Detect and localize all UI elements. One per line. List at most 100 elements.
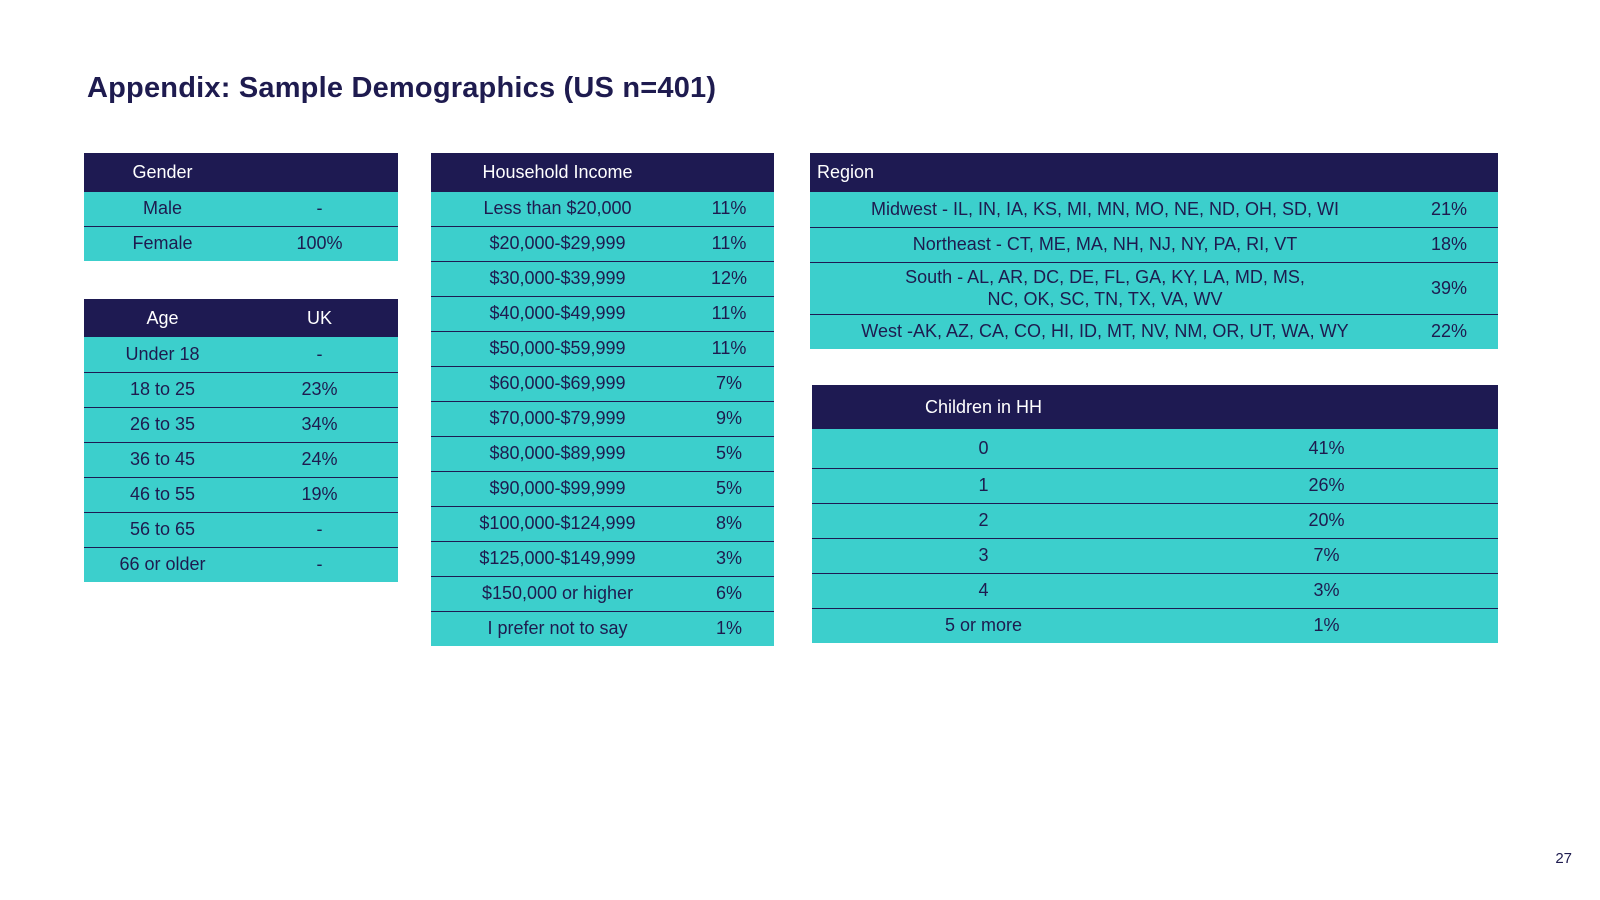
row-label: 18 to 25	[84, 371, 241, 407]
gender-header-label: Gender	[84, 153, 241, 192]
row-label: $20,000-$29,999	[431, 225, 684, 261]
table-row: $100,000-$124,999 8%	[431, 505, 774, 541]
row-label-line-1: South - AL, AR, DC, DE, FL, GA, KY, LA, …	[905, 267, 1305, 287]
row-label: 26 to 35	[84, 406, 241, 442]
row-value: 41%	[1155, 429, 1498, 468]
row-value: 7%	[684, 365, 774, 401]
table-row: $40,000-$49,999 11%	[431, 295, 774, 331]
table-row: 1 26%	[812, 467, 1498, 503]
table-row: 18 to 25 23%	[84, 371, 398, 407]
page-title: Appendix: Sample Demographics (US n=401)	[87, 72, 717, 104]
table-row: Under 18-	[84, 337, 398, 372]
row-label: Under 18	[84, 337, 241, 372]
age-table: Age UK Under 18- 18 to 25 23% 26 to 35 34%…	[84, 299, 398, 582]
row-value: -	[241, 337, 398, 372]
row-label: 36 to 45	[84, 441, 241, 477]
table-row: $150,000 or higher 6%	[431, 575, 774, 611]
row-label: West -AK, AZ, CA, CO, HI, ID, MT, NV, NM…	[810, 313, 1400, 349]
table-row: 26 to 35 34%	[84, 406, 398, 442]
table-row: $80,000-$89,999 5%	[431, 435, 774, 471]
row-value: 3%	[1155, 572, 1498, 608]
row-label: 5 or more	[812, 607, 1155, 643]
table-row: $30,000-$39,999 12%	[431, 260, 774, 296]
row-value: 6%	[684, 575, 774, 611]
children-table: Children in HH 0 41% 1 26% 2 20% 3 7% 4 3% 5 …	[812, 385, 1498, 643]
row-value: 39%	[1400, 261, 1498, 314]
row-value: 11%	[684, 192, 774, 226]
table-row: 46 to 55 19%	[84, 476, 398, 512]
row-value: 21%	[1400, 192, 1498, 227]
row-value: 23%	[241, 371, 398, 407]
age-header-value: UK	[241, 299, 398, 337]
row-label: 1	[812, 467, 1155, 503]
region-header-label: Region	[810, 153, 1400, 192]
table-header-row: Gender	[84, 153, 398, 192]
row-label: South - AL, AR, DC, DE, FL, GA, KY, LA, …	[810, 261, 1400, 314]
table-row: Northeast - CT, ME, MA, NH, NJ, NY, PA, …	[810, 226, 1498, 262]
table-row: 56 to 65-	[84, 511, 398, 547]
table-row: 3 7%	[812, 537, 1498, 573]
row-value: 5%	[684, 435, 774, 471]
row-value: 100%	[241, 225, 398, 261]
row-value: 8%	[684, 505, 774, 541]
row-label: $70,000-$79,999	[431, 400, 684, 436]
row-value: 3%	[684, 540, 774, 576]
row-label: I prefer not to say	[431, 610, 684, 646]
income-header-label: Household Income	[431, 153, 684, 192]
table-header-row: Children in HH	[812, 385, 1498, 429]
table-row: 4 3%	[812, 572, 1498, 608]
gender-header-value	[241, 153, 398, 192]
row-label: Northeast - CT, ME, MA, NH, NJ, NY, PA, …	[810, 226, 1400, 262]
table-row: 36 to 45 24%	[84, 441, 398, 477]
row-label: $30,000-$39,999	[431, 260, 684, 296]
table-row: Male -	[84, 192, 398, 226]
table-row: 5 or more 1%	[812, 607, 1498, 643]
children-header-label: Children in HH	[812, 385, 1155, 429]
row-label: $40,000-$49,999	[431, 295, 684, 331]
row-value: 18%	[1400, 226, 1498, 262]
row-value: 11%	[684, 330, 774, 366]
region-header-value	[1400, 153, 1498, 192]
table-row: $60,000-$69,999 7%	[431, 365, 774, 401]
household-income-table: Household Income Less than $20,000 11% $2…	[431, 153, 774, 646]
row-label: 0	[812, 429, 1155, 468]
table-row: I prefer not to say 1%	[431, 610, 774, 646]
table-row: Female 100%	[84, 225, 398, 261]
row-value: -	[241, 546, 398, 582]
row-value: 34%	[241, 406, 398, 442]
row-value: 19%	[241, 476, 398, 512]
row-label: $125,000-$149,999	[431, 540, 684, 576]
row-label: 3	[812, 537, 1155, 573]
row-label: Female	[84, 225, 241, 261]
table-row: $50,000-$59,999 11%	[431, 330, 774, 366]
table-row: 2 20%	[812, 502, 1498, 538]
children-header-value	[1155, 385, 1498, 429]
row-value: 1%	[1155, 607, 1498, 643]
table-row: 0 41%	[812, 429, 1498, 468]
table-row: Less than $20,000 11%	[431, 192, 774, 226]
row-label: $100,000-$124,999	[431, 505, 684, 541]
row-label: $60,000-$69,999	[431, 365, 684, 401]
row-label: 46 to 55	[84, 476, 241, 512]
row-value: 20%	[1155, 502, 1498, 538]
table-row: Midwest - IL, IN, IA, KS, MI, MN, MO, NE…	[810, 192, 1498, 227]
row-label: $80,000-$89,999	[431, 435, 684, 471]
row-value: -	[241, 511, 398, 547]
row-value: 1%	[684, 610, 774, 646]
row-label: $50,000-$59,999	[431, 330, 684, 366]
table-row: $70,000-$79,999 9%	[431, 400, 774, 436]
table-row: $20,000-$29,999 11%	[431, 225, 774, 261]
row-value: 24%	[241, 441, 398, 477]
row-value: 7%	[1155, 537, 1498, 573]
table-header-row: Region	[810, 153, 1498, 192]
row-label: 56 to 65	[84, 511, 241, 547]
row-value: -	[241, 192, 398, 226]
row-label: 66 or older	[84, 546, 241, 582]
row-label: Midwest - IL, IN, IA, KS, MI, MN, MO, NE…	[810, 192, 1400, 227]
region-table: Region Midwest - IL, IN, IA, KS, MI, MN,…	[810, 153, 1498, 349]
row-value: 12%	[684, 260, 774, 296]
row-value: 11%	[684, 295, 774, 331]
age-header-label: Age	[84, 299, 241, 337]
table-row: 66 or older -	[84, 546, 398, 582]
row-label: $150,000 or higher	[431, 575, 684, 611]
